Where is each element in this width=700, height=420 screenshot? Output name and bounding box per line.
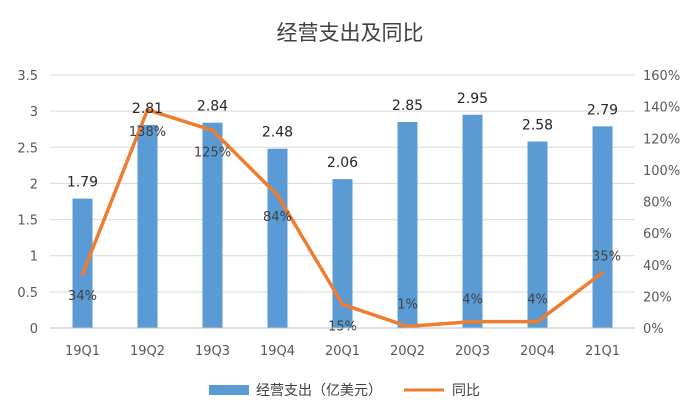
bar-value-label: 1.79 <box>67 175 98 191</box>
bar <box>332 179 353 328</box>
y-left-tick-label: 2.5 <box>17 141 38 156</box>
line-point <box>210 128 215 133</box>
line-point <box>145 107 150 112</box>
x-tick-label: 19Q4 <box>260 344 295 359</box>
line-data-labels: 34% 138% 125% 84% 15% 1% 4% 4% 35% <box>68 125 621 334</box>
bar <box>592 126 613 328</box>
line-point <box>80 272 85 277</box>
y-left-tick-label: 0 <box>30 322 38 337</box>
x-tick-label: 20Q3 <box>455 344 490 359</box>
y-right-tick-label: 40% <box>643 259 672 274</box>
y-right-tick-label: 0% <box>643 322 664 337</box>
y-right-tick-label: 160% <box>643 69 680 84</box>
bar-value-label: 2.48 <box>262 125 293 141</box>
y-right-tick-label: 100% <box>643 164 680 179</box>
x-tick-label: 20Q1 <box>325 344 360 359</box>
watermark-en: 21ST CENTURY BUSINESS HERALD <box>512 397 655 406</box>
y-left-tick-label: 1.5 <box>17 214 38 229</box>
line-point <box>340 302 345 307</box>
bar-value-label: 2.81 <box>132 101 163 117</box>
y-left-tick-label: 0.5 <box>17 286 38 301</box>
bar-value-label: 2.58 <box>522 118 553 134</box>
y-axis-left: 0 0.5 1 1.5 2 2.5 3 3.5 <box>17 69 38 337</box>
y-right-tick-label: 80% <box>643 196 672 211</box>
bar <box>267 148 288 328</box>
bar <box>527 141 548 328</box>
bar <box>202 122 223 328</box>
x-tick-label: 21Q1 <box>585 344 620 359</box>
line-value-label: 4% <box>462 293 483 308</box>
bar <box>462 114 483 328</box>
line-point <box>600 270 605 275</box>
x-tick-label: 20Q2 <box>390 344 425 359</box>
bar-value-label: 2.85 <box>392 98 423 114</box>
line-point <box>470 319 475 324</box>
bar-value-label: 2.95 <box>457 91 488 107</box>
x-tick-label: 19Q3 <box>195 344 230 359</box>
y-right-tick-label: 20% <box>643 290 672 305</box>
line-value-label: 35% <box>592 250 621 265</box>
y-left-tick-label: 2 <box>30 177 38 192</box>
watermark: 21世纪经济报道 21ST CENTURY BUSINESS HERALD <box>508 375 655 406</box>
bar <box>397 121 418 328</box>
line-point <box>275 193 280 197</box>
x-tick-label: 20Q4 <box>520 344 555 359</box>
x-axis: 19Q1 19Q2 19Q3 19Q4 20Q1 20Q2 20Q3 20Q4 21Q1 <box>50 327 635 359</box>
line-value-label: 4% <box>527 293 548 308</box>
y-axis-right: 0% 20% 40% 60% 80% 100% 120% 140% 160% <box>643 69 680 337</box>
y-left-tick-label: 1 <box>30 250 38 265</box>
line-value-label: 84% <box>263 210 292 225</box>
y-right-tick-label: 140% <box>643 101 680 116</box>
line-value-label: 34% <box>68 289 97 304</box>
bar <box>72 198 93 328</box>
legend-label-line: 同比 <box>452 383 480 399</box>
y-right-tick-label: 120% <box>643 132 680 147</box>
y-right-tick-label: 60% <box>643 227 672 242</box>
y-left-tick-label: 3.5 <box>17 69 38 84</box>
legend: 经营支出（亿美元） 同比 <box>209 383 480 399</box>
line-value-label: 125% <box>194 145 231 160</box>
bar-series <box>72 114 613 329</box>
line-value-label: 1% <box>397 297 418 312</box>
chart-title: 经营支出及同比 <box>277 21 424 45</box>
bar-value-label: 2.06 <box>327 155 358 171</box>
legend-label-bar: 经营支出（亿美元） <box>256 383 382 399</box>
line-point <box>405 324 410 329</box>
bar-data-labels: 1.79 2.81 2.84 2.48 2.06 2.85 2.95 2.58 2.79 <box>67 91 618 191</box>
bar-value-label: 2.84 <box>197 99 228 115</box>
line-value-label: 138% <box>129 125 166 140</box>
line-value-label: 15% <box>328 319 357 334</box>
line-point <box>535 319 540 324</box>
x-tick-label: 19Q1 <box>65 344 100 359</box>
bar <box>137 124 158 329</box>
watermark-cn: 21世纪经济报道 <box>508 375 651 397</box>
x-tick-label: 19Q2 <box>130 344 165 359</box>
line-series <box>80 107 605 329</box>
legend-swatch-bar <box>209 385 249 395</box>
bar-value-label: 2.79 <box>587 102 618 118</box>
y-left-tick-label: 3 <box>30 105 38 120</box>
